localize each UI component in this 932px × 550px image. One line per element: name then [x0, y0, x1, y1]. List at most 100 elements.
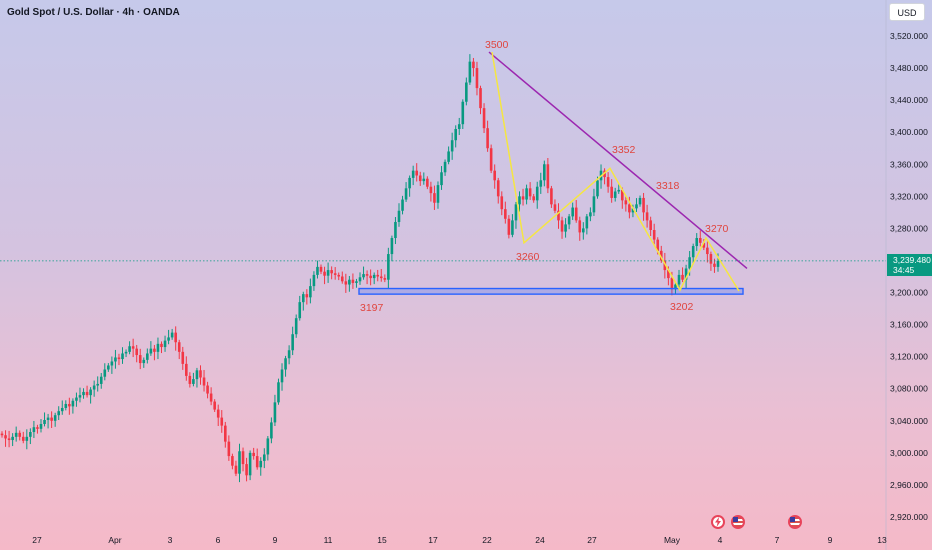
- price-annotation: 3270: [705, 223, 729, 235]
- x-tick-label: 3: [168, 535, 173, 545]
- y-tick-label: 2,960.000: [890, 480, 928, 490]
- candle-body: [567, 216, 571, 225]
- us-flag-event-icon[interactable]: [731, 515, 745, 529]
- candle-body: [557, 210, 560, 221]
- candle-body: [280, 369, 284, 383]
- candle-body: [57, 411, 61, 416]
- candle-body: [220, 417, 224, 426]
- candle-body: [415, 170, 419, 176]
- candle-body: [518, 196, 521, 205]
- candle-body: [319, 266, 323, 272]
- candle-body: [411, 170, 415, 178]
- candle-body: [18, 432, 22, 437]
- zigzag-pattern[interactable]: [491, 51, 740, 292]
- candle-body: [149, 348, 153, 354]
- y-tick-label: 3,200.000: [890, 288, 928, 298]
- candle-body: [36, 427, 39, 429]
- candle-body: [379, 276, 383, 279]
- candle-body: [241, 451, 245, 465]
- candle-body: [663, 260, 667, 271]
- candle-body: [525, 188, 528, 200]
- candle-body: [504, 209, 507, 219]
- candle-body: [620, 189, 624, 201]
- x-tick-label: 27: [587, 535, 597, 545]
- candle-body: [475, 68, 479, 89]
- candle-body: [96, 383, 100, 386]
- candle-body: [681, 274, 684, 280]
- candle-body: [535, 186, 539, 201]
- candle-body: [589, 212, 592, 217]
- candle-body: [330, 270, 333, 274]
- bar-countdown: 34:45: [893, 265, 915, 275]
- candle-body: [92, 385, 96, 390]
- price-annotation: 3197: [360, 302, 384, 314]
- candle-body: [440, 172, 443, 186]
- price-annotation: 3352: [612, 144, 636, 156]
- candle-body: [606, 177, 610, 187]
- flash-event-icon[interactable]: [711, 515, 725, 529]
- price-annotation: 3202: [670, 301, 694, 313]
- candle-body: [46, 417, 50, 420]
- candle-body: [110, 361, 114, 366]
- us-flag-event-icon-2[interactable]: [788, 515, 802, 529]
- candle-body: [677, 274, 681, 285]
- candle-body: [645, 212, 649, 221]
- candle-body: [4, 435, 7, 439]
- candle-body: [507, 218, 511, 235]
- candle-body: [188, 375, 192, 384]
- candle-body: [238, 451, 241, 474]
- x-tick-label: 22: [482, 535, 492, 545]
- candle-body: [78, 395, 82, 398]
- candle-body: [698, 238, 702, 243]
- candle-body: [340, 276, 344, 282]
- candle-body: [631, 208, 635, 213]
- candle-body: [333, 273, 337, 275]
- candle-body: [691, 246, 695, 258]
- candle-body: [457, 124, 461, 129]
- candle-body: [628, 204, 631, 213]
- candle-body: [0, 433, 4, 436]
- candle-body: [528, 188, 532, 197]
- candle-body: [284, 358, 287, 370]
- candle-body: [656, 239, 660, 251]
- candle-body: [85, 391, 89, 396]
- candle-body: [642, 197, 645, 213]
- candle-body: [21, 436, 25, 441]
- currency-button[interactable]: USD: [889, 3, 925, 21]
- price-axis[interactable]: 3,520.000 3,480.000 3,440.000 3,400.000 3,36…: [890, 31, 928, 522]
- candle-body: [121, 353, 124, 360]
- candle-body: [117, 357, 121, 360]
- candle-body: [248, 452, 252, 476]
- time-axis[interactable]: 27 Apr 3 6 9 11 15 17 22 24 27 May 4 7 9 13: [32, 535, 887, 545]
- candle-body: [443, 161, 447, 173]
- y-tick-label: 3,120.000: [890, 352, 928, 362]
- y-tick-label: 3,520.000: [890, 31, 928, 41]
- candle-body: [227, 441, 231, 457]
- candle-body: [294, 318, 298, 335]
- candle-body: [234, 465, 238, 474]
- candle-body: [454, 128, 458, 141]
- candle-body: [99, 376, 103, 384]
- candle-body: [337, 274, 341, 277]
- candle-body: [465, 82, 468, 102]
- y-tick-label: 3,080.000: [890, 384, 928, 394]
- descending-trendline[interactable]: [488, 51, 748, 270]
- candle-body: [553, 204, 557, 211]
- candle-body: [571, 207, 574, 217]
- candle-body: [383, 278, 387, 280]
- candle-body: [163, 340, 167, 348]
- candle-body: [50, 417, 53, 421]
- drawings-layer: [358, 51, 748, 295]
- candle-body: [610, 186, 613, 198]
- candle-body: [401, 199, 404, 211]
- candle-body: [301, 294, 305, 303]
- candle-body: [596, 180, 599, 197]
- candle-body: [706, 247, 709, 255]
- support-zone[interactable]: [358, 287, 744, 295]
- candle-body: [564, 224, 567, 232]
- x-tick-label: 13: [877, 535, 887, 545]
- x-tick-label: 11: [324, 535, 333, 545]
- candle-body: [560, 220, 564, 232]
- candle-body: [298, 302, 302, 319]
